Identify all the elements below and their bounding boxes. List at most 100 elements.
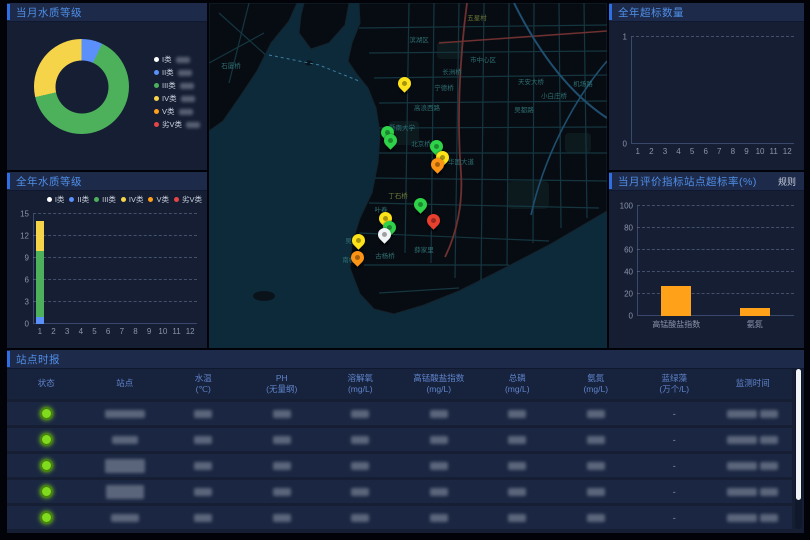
table-scrollbar[interactable] xyxy=(795,369,802,529)
redacted-value xyxy=(430,462,448,470)
year-quality-legend: I类II类III类IV类V类劣V类 xyxy=(47,194,202,205)
redacted-value xyxy=(587,488,605,496)
x-tick-label: 10 xyxy=(756,147,765,156)
column-header-line1: 站点 xyxy=(86,378,165,389)
water-quality-dashboard: 当月水质等级 I类II类III类IV类V类劣V类 全年水质等级 I类II类III… xyxy=(0,0,810,540)
x-tick-label: 10 xyxy=(158,327,167,336)
column-header-line2: (℃) xyxy=(164,384,243,395)
table-body: ----- xyxy=(7,402,792,529)
rule-link[interactable]: 规则 xyxy=(778,175,796,188)
value-cell xyxy=(243,488,322,496)
algae-cell: - xyxy=(635,513,714,523)
x-tick-label: 12 xyxy=(186,327,195,336)
legend-dot xyxy=(154,70,159,75)
value-cell xyxy=(478,488,557,496)
map-place-label: 丁石桥 xyxy=(388,190,408,200)
time-cell xyxy=(714,462,793,470)
legend-item: III类 xyxy=(154,79,200,92)
grid-line xyxy=(631,36,794,37)
value-cell xyxy=(478,462,557,470)
column-header: 总磷(mg/L) xyxy=(478,373,557,396)
donut-legend: I类II类III类IV类V类劣V类 xyxy=(154,53,200,131)
stacked-bar[interactable] xyxy=(36,214,44,324)
year-quality-chart[interactable]: 03691215123456789101112 xyxy=(33,214,197,324)
column-header-line1: 氨氮 xyxy=(557,373,636,384)
column-header-line1: 状态 xyxy=(7,378,86,389)
value-cell xyxy=(400,514,479,522)
value-cell xyxy=(243,410,322,418)
x-tick-label: 1 xyxy=(38,327,42,336)
algae-cell: - xyxy=(635,409,714,419)
column-header: 水温(℃) xyxy=(164,373,243,396)
time-cell xyxy=(714,436,793,444)
map-place-label: 薛家里 xyxy=(414,244,434,254)
table-scrollbar-thumb[interactable] xyxy=(796,369,801,500)
redacted-station-name xyxy=(112,436,138,444)
rate-bar[interactable] xyxy=(740,308,770,316)
panel-title-station-table: 站点时报 xyxy=(16,352,60,367)
x-tick-label: 9 xyxy=(744,147,748,156)
column-header-line1: 蓝绿藻 xyxy=(635,373,714,384)
map-place-label: 市中心区 xyxy=(470,54,496,64)
grid-line xyxy=(33,235,197,236)
value-cell xyxy=(243,514,322,522)
map-place-label: 石厦桥 xyxy=(221,60,241,70)
value-cell xyxy=(400,488,479,496)
column-header-line2: (mg/L) xyxy=(478,384,557,395)
legend-dot xyxy=(154,109,159,114)
panel-header: 全年水质等级 xyxy=(7,172,207,191)
value-cell xyxy=(243,462,322,470)
y-tick-label: 0 xyxy=(25,320,33,329)
redacted-value xyxy=(194,462,212,470)
legend-label: I类 xyxy=(162,54,172,65)
map-place-label: 五星村 xyxy=(467,12,487,22)
legend-item: II类 xyxy=(69,194,89,205)
table-row: - xyxy=(7,506,792,529)
legend-item: V类 xyxy=(148,194,169,205)
value-cell xyxy=(321,488,400,496)
panel-title-month-quality: 当月水质等级 xyxy=(16,5,82,20)
x-tick-label: 6 xyxy=(106,327,110,336)
column-header-line1: 溶解氧 xyxy=(321,373,400,384)
redacted-date xyxy=(727,488,757,496)
map-place-label: 滨湖区 xyxy=(409,34,429,44)
month-rate-chart[interactable]: 020406080100高锰酸盐指数氨氮 xyxy=(637,206,794,316)
grid-line xyxy=(637,227,794,228)
panel-header: 当月水质等级 xyxy=(7,3,207,22)
value-cell xyxy=(557,436,636,444)
x-tick-label: 6 xyxy=(703,147,707,156)
legend-dot xyxy=(154,122,159,127)
status-cell xyxy=(7,511,86,524)
y-axis-line xyxy=(33,214,34,324)
map-place-label: 机场路 xyxy=(573,78,593,88)
rate-bar[interactable] xyxy=(661,286,691,316)
column-header-line2: (mg/L) xyxy=(400,384,479,395)
x-tick-label: 1 xyxy=(636,147,640,156)
redacted-value xyxy=(508,436,526,444)
x-tick-label: 11 xyxy=(172,327,180,336)
y-tick-label: 80 xyxy=(624,224,637,233)
redacted-time xyxy=(760,488,778,496)
grid-line xyxy=(33,279,197,280)
month-quality-donut-chart[interactable] xyxy=(34,39,129,134)
redacted-value xyxy=(194,436,212,444)
legend-item: III类 xyxy=(94,194,116,205)
y-tick-label: 1 xyxy=(623,33,631,42)
value-cell xyxy=(164,488,243,496)
year-exceed-chart[interactable]: 01123456789101112 xyxy=(631,37,794,144)
redacted-time xyxy=(760,410,778,418)
legend-label: II类 xyxy=(77,194,89,205)
value-cell xyxy=(243,436,322,444)
algae-cell: - xyxy=(635,461,714,471)
x-tick-label: 3 xyxy=(65,327,69,336)
station-cell xyxy=(86,514,165,522)
redacted-station-name xyxy=(105,410,145,418)
map-place-label: 华国大道 xyxy=(448,156,474,166)
value-cell xyxy=(164,410,243,418)
value-cell xyxy=(164,436,243,444)
redacted-value xyxy=(508,514,526,522)
legend-label: 劣V类 xyxy=(162,119,182,130)
y-tick-label: 20 xyxy=(624,290,637,299)
city-map[interactable]: 石厦桥滨湖区五星村市中心区长洲桥宁德桥高浪西路暨南大学北京桥华国大道天安大桥小白… xyxy=(209,3,607,348)
panel-title-month-rate: 当月评价指标站点超标率(%) xyxy=(618,174,757,189)
